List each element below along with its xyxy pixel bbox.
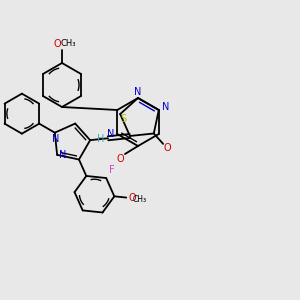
Text: CH₃: CH₃ (60, 40, 76, 49)
Text: N: N (134, 87, 142, 97)
Text: O: O (128, 193, 136, 203)
Text: O: O (116, 154, 124, 164)
Text: N: N (59, 150, 67, 160)
Text: F: F (109, 165, 115, 175)
Text: O: O (164, 143, 171, 153)
Text: O: O (53, 39, 61, 49)
Text: N: N (162, 102, 169, 112)
Text: N: N (106, 129, 114, 139)
Text: S: S (120, 114, 126, 124)
Text: N: N (52, 134, 59, 144)
Text: CH₃: CH₃ (133, 194, 147, 203)
Text: H: H (98, 134, 105, 144)
